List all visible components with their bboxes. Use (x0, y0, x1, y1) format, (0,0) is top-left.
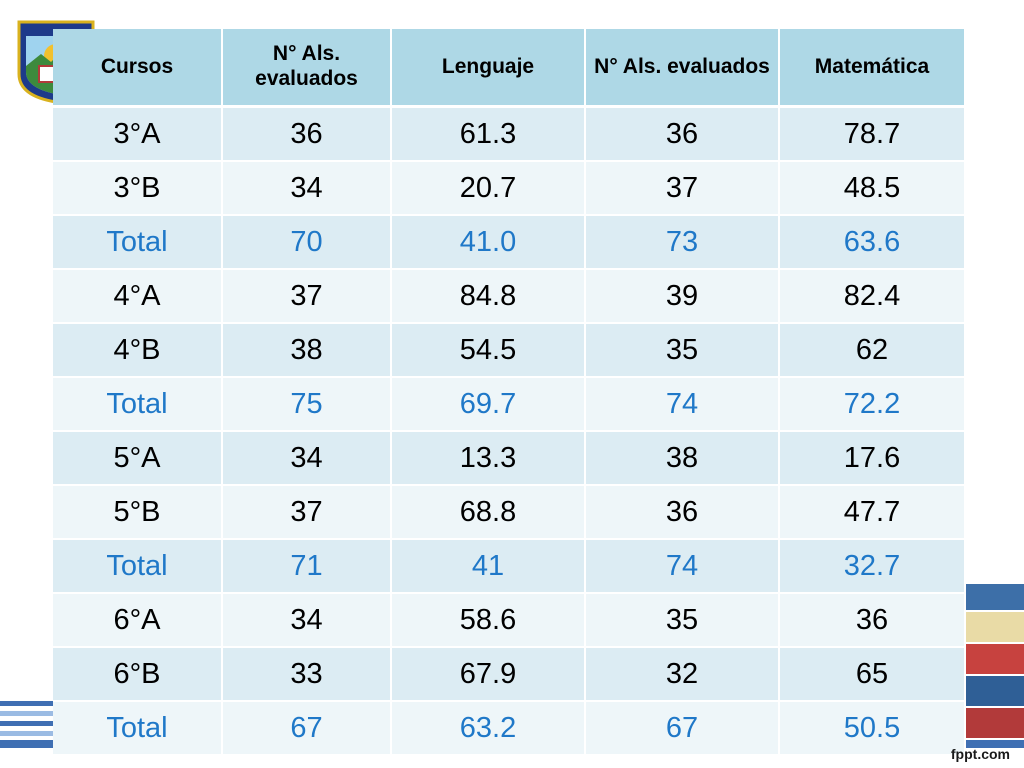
cell-curso: Total (53, 215, 223, 270)
cell-curso: 6°B (53, 647, 223, 702)
cell-lenguaje: 84.8 (391, 269, 586, 324)
cell-alumnos-matematica: 35 (585, 593, 780, 648)
cell-alumnos-matematica: 39 (585, 269, 780, 324)
header-matematica: Matemática (779, 29, 966, 108)
cell-matematica: 48.5 (779, 161, 966, 216)
cell-matematica: 62 (779, 323, 966, 378)
table-row: 5°B 37 68.8 36 47.7 (53, 485, 966, 540)
table-row: 6°B 33 67.9 32 65 (53, 647, 966, 702)
cell-curso: Total (53, 377, 223, 432)
table-row: 6°A 34 58.6 35 36 (53, 593, 966, 648)
header-cursos: Cursos (53, 29, 223, 108)
cell-curso: 5°B (53, 485, 223, 540)
cell-alumnos-lenguaje: 70 (222, 215, 392, 270)
cell-alumnos-matematica: 36 (585, 485, 780, 540)
cell-lenguaje: 41 (391, 539, 586, 594)
cell-alumnos-lenguaje: 67 (222, 701, 392, 756)
cell-alumnos-matematica: 38 (585, 431, 780, 486)
table-row-total: Total 70 41.0 73 63.6 (53, 215, 966, 270)
header-alumnos-evaluados-matematica: N° Als. evaluados (585, 29, 780, 108)
cell-lenguaje: 13.3 (391, 431, 586, 486)
cell-alumnos-lenguaje: 75 (222, 377, 392, 432)
cell-curso: 4°B (53, 323, 223, 378)
cell-alumnos-lenguaje: 36 (222, 106, 392, 162)
cell-lenguaje: 68.8 (391, 485, 586, 540)
footer-site-text: fppt.com (950, 746, 1010, 762)
cell-alumnos-matematica: 74 (585, 377, 780, 432)
cell-alumnos-lenguaje: 34 (222, 161, 392, 216)
cell-alumnos-matematica: 67 (585, 701, 780, 756)
results-table-container: Cursos N° Als. evaluados Lenguaje N° Als… (53, 29, 966, 756)
cell-curso: 4°A (53, 269, 223, 324)
cell-lenguaje: 54.5 (391, 323, 586, 378)
cell-alumnos-lenguaje: 34 (222, 431, 392, 486)
cell-lenguaje: 63.2 (391, 701, 586, 756)
results-table: Cursos N° Als. evaluados Lenguaje N° Als… (53, 29, 966, 756)
cell-lenguaje: 61.3 (391, 106, 586, 162)
cell-matematica: 36 (779, 593, 966, 648)
header-alumnos-evaluados-lenguaje: N° Als. evaluados (222, 29, 392, 108)
cell-alumnos-matematica: 35 (585, 323, 780, 378)
cell-matematica: 50.5 (779, 701, 966, 756)
cell-curso: 3°B (53, 161, 223, 216)
cell-alumnos-matematica: 37 (585, 161, 780, 216)
table-row: 5°A 34 13.3 38 17.6 (53, 431, 966, 486)
table-row: 4°A 37 84.8 39 82.4 (53, 269, 966, 324)
cell-curso: Total (53, 701, 223, 756)
table-row: 3°B 34 20.7 37 48.5 (53, 161, 966, 216)
cell-lenguaje: 20.7 (391, 161, 586, 216)
cell-alumnos-lenguaje: 71 (222, 539, 392, 594)
cell-alumnos-lenguaje: 33 (222, 647, 392, 702)
cell-alumnos-matematica: 73 (585, 215, 780, 270)
cell-matematica: 32.7 (779, 539, 966, 594)
cell-matematica: 72.2 (779, 377, 966, 432)
cell-alumnos-lenguaje: 34 (222, 593, 392, 648)
cell-alumnos-matematica: 36 (585, 106, 780, 162)
table-row: 3°A 36 61.3 36 78.7 (53, 106, 966, 162)
cell-curso: 3°A (53, 106, 223, 162)
cell-alumnos-matematica: 32 (585, 647, 780, 702)
cell-lenguaje: 69.7 (391, 377, 586, 432)
cell-lenguaje: 58.6 (391, 593, 586, 648)
cell-curso: 5°A (53, 431, 223, 486)
cell-matematica: 82.4 (779, 269, 966, 324)
table-body: 3°A 36 61.3 36 78.7 3°B 34 20.7 37 48.5 Total 70 41.… (53, 106, 966, 756)
cell-matematica: 65 (779, 647, 966, 702)
table-row-total: Total 67 63.2 67 50.5 (53, 701, 966, 756)
cell-matematica: 17.6 (779, 431, 966, 486)
cell-alumnos-lenguaje: 37 (222, 269, 392, 324)
cell-matematica: 47.7 (779, 485, 966, 540)
cell-matematica: 78.7 (779, 106, 966, 162)
cell-matematica: 63.6 (779, 215, 966, 270)
cell-alumnos-lenguaje: 38 (222, 323, 392, 378)
table-row: 4°B 38 54.5 35 62 (53, 323, 966, 378)
table-header-row: Cursos N° Als. evaluados Lenguaje N° Als… (53, 29, 966, 108)
cell-curso: 6°A (53, 593, 223, 648)
cell-lenguaje: 67.9 (391, 647, 586, 702)
cell-alumnos-lenguaje: 37 (222, 485, 392, 540)
book-icon (954, 584, 1024, 610)
table-row-total: Total 75 69.7 74 72.2 (53, 377, 966, 432)
table-row-total: Total 71 41 74 32.7 (53, 539, 966, 594)
header-lenguaje: Lenguaje (391, 29, 586, 108)
cell-curso: Total (53, 539, 223, 594)
cell-alumnos-matematica: 74 (585, 539, 780, 594)
cell-lenguaje: 41.0 (391, 215, 586, 270)
